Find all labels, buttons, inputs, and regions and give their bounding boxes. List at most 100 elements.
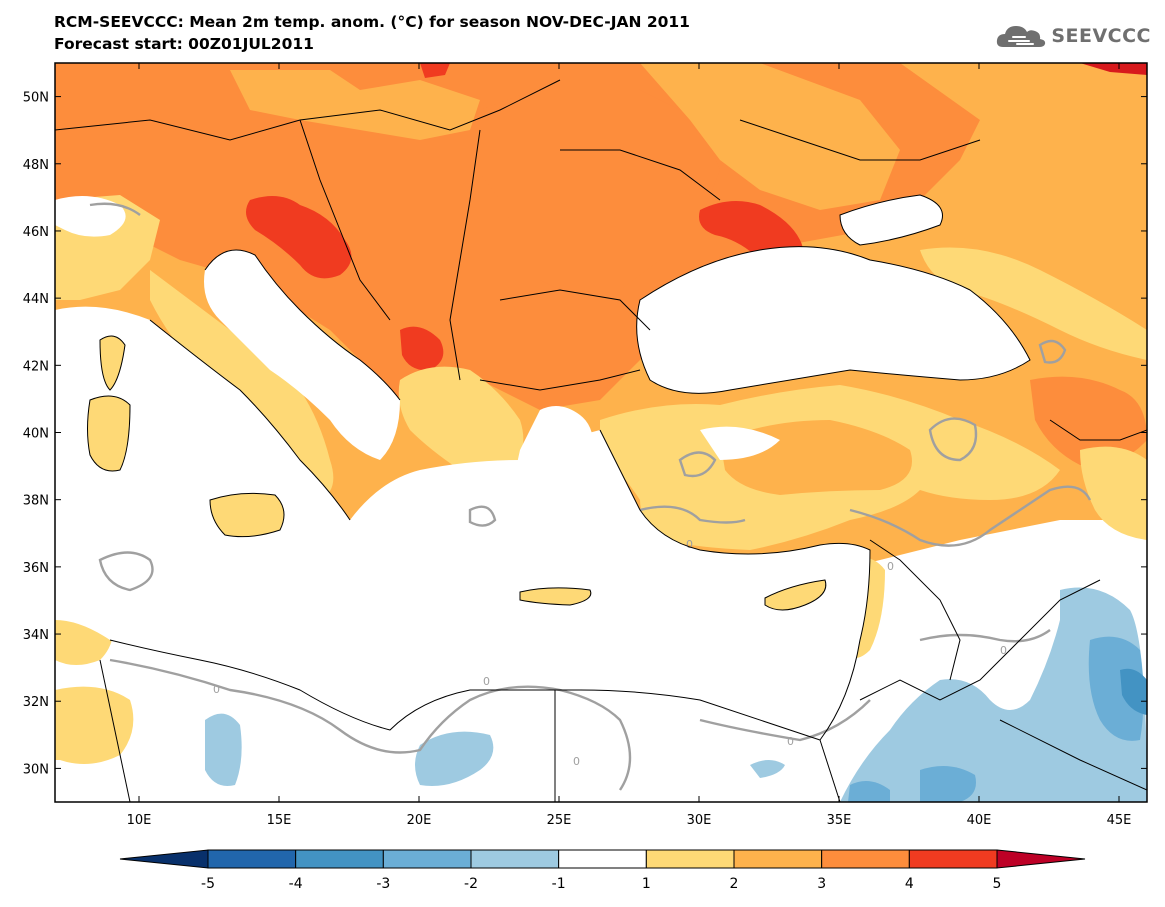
coastline	[99, 335, 126, 391]
colorbar-level-label: -5	[201, 876, 215, 892]
anomaly-neutral-region	[700, 426, 780, 460]
colorbar-level-label: -4	[289, 876, 303, 892]
zero-contour-line	[639, 505, 746, 524]
black-sea	[636, 246, 1030, 394]
black-sea-coastline	[636, 246, 1031, 394]
lat-tick-label: 32N	[23, 695, 49, 710]
border	[819, 739, 841, 802]
anomaly-minus1-minus2-region	[750, 760, 785, 778]
anomaly-gt5-region	[1080, 63, 1147, 75]
border	[55, 79, 561, 141]
border	[299, 119, 391, 321]
sicily-island	[210, 493, 284, 537]
lat-tick-label: 40N	[23, 427, 49, 442]
seevccc-logo: SEEVCCC	[995, 21, 1151, 51]
zero-contour-line	[919, 629, 1051, 643]
border	[449, 129, 481, 381]
zero-contour-label: 0	[483, 675, 490, 688]
zero-contour-line	[678, 451, 717, 478]
lon-tick-label: 40E	[967, 813, 992, 828]
lat-tick-label: 46N	[23, 225, 49, 240]
adriatic-sea	[204, 250, 400, 460]
coastline	[149, 319, 351, 521]
lon-tick-label: 10E	[127, 813, 152, 828]
border	[859, 579, 1101, 701]
colorbar-high-extend	[996, 849, 1086, 869]
mediterranean-sea	[55, 306, 870, 740]
colorbar-segment	[207, 849, 297, 869]
zero-contour-label: 0	[573, 755, 580, 768]
colorbar-level-label: -2	[464, 876, 478, 892]
zero-contour-label: 0	[213, 683, 220, 696]
anomaly-2-3-region	[900, 63, 1147, 320]
lon-tick-label: 30E	[687, 813, 712, 828]
zero-contour-line	[1038, 339, 1067, 364]
zero-contour-line	[928, 417, 978, 462]
colorbar-level-label: 5	[993, 876, 1002, 892]
anomaly-minus1-minus2-region	[840, 587, 1147, 802]
anomaly-1-2-region	[150, 270, 334, 500]
anomaly-4-5-region	[400, 326, 444, 371]
anomaly-minus2-minus3-region	[848, 781, 890, 802]
anomaly-minus2-minus3-region	[920, 766, 976, 802]
anomaly-1-2-region	[1080, 446, 1147, 540]
zero-contour-label: 0	[1000, 644, 1007, 657]
coastline	[764, 579, 827, 611]
coastline	[87, 395, 131, 472]
lat-tick-label: 44N	[23, 292, 49, 307]
anomaly-4-5-region	[420, 63, 450, 78]
lat-tick-label: 42N	[23, 359, 49, 374]
lon-tick-label: 25E	[547, 813, 572, 828]
anomaly-1-2-region	[398, 366, 524, 475]
border	[869, 539, 961, 681]
zero-contour-line	[849, 485, 1092, 547]
lon-tick-label: 15E	[267, 813, 292, 828]
axis-ticks: 10E 15E 20E 25E 30E 35E 40E 45E 30N 32N 34N 36N 38N 4…	[23, 63, 1147, 828]
border	[479, 369, 641, 391]
coastline	[204, 249, 401, 401]
border	[739, 119, 981, 161]
anomaly-2-3-region	[230, 70, 480, 140]
forecast-start-subtitle: Forecast start: 00Z01JUL2011	[54, 35, 314, 53]
anomaly-3-4-region	[1030, 376, 1147, 466]
lat-tick-label: 48N	[23, 158, 49, 173]
border	[499, 289, 651, 331]
colorbar-level-label: 1	[642, 876, 651, 892]
anomaly-3-4-region	[470, 80, 720, 300]
contour-labels: 0 0 0 0 0 0 0	[213, 538, 1007, 768]
zero-contour-line	[89, 202, 141, 216]
crete-island	[520, 587, 591, 605]
border	[560, 149, 721, 201]
lat-tick-label: 34N	[23, 628, 49, 643]
colorbar-segment	[295, 849, 384, 869]
colorbar-segment	[645, 849, 735, 869]
colorbar-level-label: -3	[376, 876, 390, 892]
colorbar-segment	[908, 849, 998, 869]
anomaly-1-2-region	[55, 686, 134, 764]
coastline	[519, 587, 592, 606]
lat-tick-label: 50N	[23, 91, 49, 106]
anomaly-minus1-minus2-region	[205, 713, 242, 786]
lat-tick-label: 36N	[23, 561, 49, 576]
coastline	[209, 492, 285, 538]
border	[99, 659, 131, 802]
colorbar-level-label: 4	[905, 876, 914, 892]
map-title: RCM-SEEVCCC: Mean 2m temp. anom. (°C) fo…	[54, 13, 690, 31]
zero-contour-label: 0	[686, 538, 693, 551]
aegean-sea	[515, 406, 594, 560]
lon-tick-label: 45E	[1107, 813, 1132, 828]
colorbar-segment	[821, 849, 910, 869]
logo-text: SEEVCCC	[1051, 25, 1151, 47]
colorbar-level-label: -1	[552, 876, 566, 892]
cloud-icon	[997, 26, 1046, 47]
zero-contour-line	[468, 505, 497, 527]
zero-contour-line	[98, 551, 154, 592]
colorbar-segment	[558, 849, 647, 869]
cyprus-island	[765, 580, 826, 610]
border	[1049, 419, 1147, 441]
anomaly-minus3-minus4-region	[1120, 668, 1147, 715]
coastline	[599, 429, 871, 741]
colorbar: -5 -4 -3 -2 -1 1 2 3 4 5	[119, 849, 1086, 892]
anomaly-minus1-minus2-region	[415, 731, 494, 786]
